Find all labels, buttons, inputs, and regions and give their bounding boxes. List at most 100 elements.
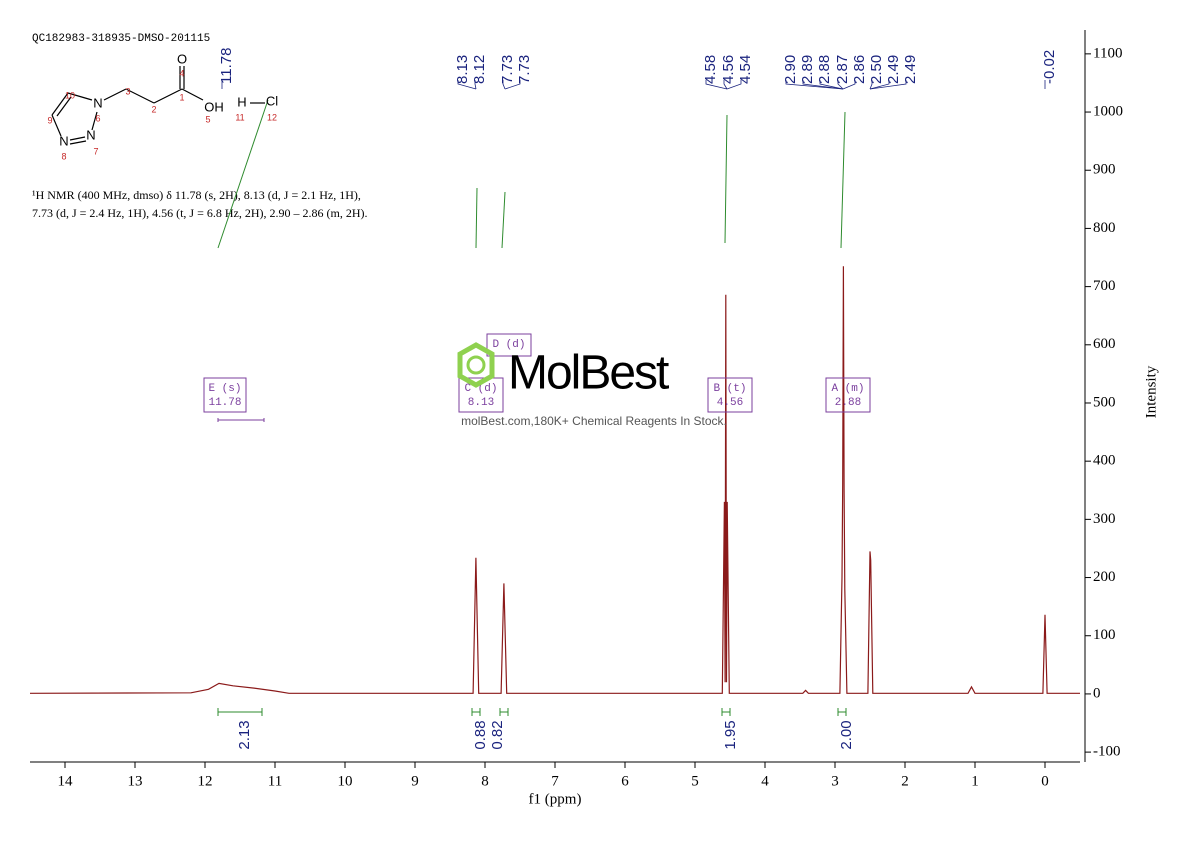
peak-label: 7.73 — [499, 55, 516, 84]
x-tick-label: 5 — [691, 773, 699, 789]
integral-bracket — [471, 708, 481, 716]
x-tick-label: 2 — [901, 773, 909, 789]
y-tick-label: 300 — [1093, 511, 1116, 527]
peak-connector — [457, 80, 477, 90]
integral-curves — [217, 99, 846, 249]
x-tick-label: 10 — [338, 773, 353, 789]
y-tick-label: 700 — [1093, 278, 1116, 294]
peak-connector — [723, 80, 728, 90]
y-axis-label: Intensity — [1143, 365, 1159, 418]
atom-number: 12 — [267, 112, 277, 122]
atom-number: 4 — [179, 68, 184, 78]
atom-label: N — [93, 95, 102, 110]
x-tick-label: 6 — [621, 773, 629, 789]
integral-bracket — [499, 708, 509, 716]
peak-connector — [502, 80, 506, 90]
atom-number: 10 — [65, 90, 75, 100]
integral-bracket — [837, 708, 847, 716]
peak-connector — [869, 80, 873, 90]
y-tick-label: 100 — [1093, 627, 1116, 643]
x-tick-label: 11 — [268, 773, 282, 789]
y-tick-label: 400 — [1093, 453, 1116, 469]
multiplet-shift: 11.78 — [208, 397, 241, 409]
multiplet-shift: 4.56 — [717, 397, 743, 409]
x-tick-label: 12 — [198, 773, 213, 789]
peak-label: 11.78 — [218, 48, 235, 84]
peak-label: 2.49 — [902, 55, 919, 84]
y-tick-label: 600 — [1093, 336, 1116, 352]
x-tick-label: 8 — [481, 773, 489, 789]
multiplet-box — [707, 377, 753, 413]
watermark-slogan: molBest.com,180K+ Chemical Reagents In S… — [461, 414, 727, 428]
atom-number: 8 — [61, 151, 66, 161]
y-tick-label: -100 — [1093, 744, 1121, 760]
atom-number: 9 — [47, 115, 52, 125]
peak-label: 2.50 — [868, 55, 885, 84]
peak-connector — [842, 80, 856, 90]
y-tick-label: 0 — [1093, 685, 1101, 701]
y-tick-label: 500 — [1093, 394, 1116, 410]
peak-label: 2.86 — [851, 55, 868, 84]
atom-label: N — [59, 133, 68, 148]
peak-connector — [726, 80, 742, 90]
x-tick-label: 14 — [58, 773, 74, 789]
atom-number: 6 — [95, 113, 100, 123]
atom-number: 1 — [179, 92, 184, 102]
integral-label: 0.88 — [472, 720, 489, 749]
integral-bracket — [217, 708, 263, 716]
watermark: MolBest molBest.com,180K+ Chemical Reage… — [457, 342, 727, 428]
atom-number: 3 — [125, 86, 130, 96]
y-tick-label: 1100 — [1093, 45, 1122, 61]
atom-label: O — [177, 51, 187, 66]
description-line: 7.73 (d, J = 2.4 Hz, 1H), 4.56 (t, J = 6… — [32, 206, 368, 220]
integral-label: 1.95 — [722, 720, 739, 749]
peak-label: 2.87 — [834, 55, 851, 84]
peak-label: 2.89 — [799, 55, 816, 84]
x-tick-label: 13 — [128, 773, 143, 789]
multiplet-box — [825, 377, 871, 413]
integral-label: 2.00 — [838, 720, 855, 749]
integral-label: 2.13 — [236, 720, 253, 749]
x-tick-label: 7 — [551, 773, 559, 789]
peak-label: 2.88 — [816, 55, 833, 84]
integral-bracket — [721, 708, 731, 716]
atom-label: N — [86, 127, 95, 142]
y-tick-label: 800 — [1093, 220, 1116, 236]
peak-connector — [869, 80, 907, 90]
atom-label: H — [237, 94, 246, 109]
integral-label: 0.82 — [489, 720, 506, 749]
peak-connector — [474, 80, 477, 90]
spectrum — [29, 266, 1080, 694]
x-axis-label: f1 (ppm) — [529, 791, 582, 807]
peak-label: 4.56 — [720, 55, 737, 84]
peak-connector — [705, 80, 728, 90]
header: QC182983-318935-DMSO-201115 — [32, 33, 210, 45]
peak-connector — [819, 80, 844, 90]
peak-label: 8.13 — [454, 55, 471, 84]
multiplet-label: E (s) — [208, 383, 241, 395]
atom-number: 5 — [205, 114, 210, 124]
multiplet-box — [486, 333, 532, 357]
atom-number: 7 — [93, 146, 98, 156]
peak-connector — [869, 80, 890, 90]
y-tick-label: 1000 — [1093, 103, 1123, 119]
peak-connector — [802, 80, 844, 90]
atom-number: 2 — [151, 104, 156, 114]
x-tick-label: 0 — [1041, 773, 1049, 789]
atom-number: 11 — [235, 112, 244, 122]
x-tick-label: 3 — [831, 773, 839, 789]
peak-label: 2.90 — [782, 55, 799, 84]
atom-label: Cl — [266, 93, 278, 108]
x-tick-label: 4 — [761, 773, 769, 789]
x-tick-label: 1 — [971, 773, 979, 789]
peak-label: 4.54 — [737, 55, 754, 84]
multiplet-shift: 8.13 — [468, 397, 494, 409]
peak-label: 7.73 — [516, 55, 533, 84]
peak-connector — [837, 80, 844, 90]
multiplet-box — [203, 377, 247, 413]
multiplet-range — [217, 418, 265, 422]
multiplet-shift: 2.88 — [835, 397, 861, 409]
peak-connector — [785, 80, 844, 90]
peak-label: 8.12 — [471, 55, 488, 84]
